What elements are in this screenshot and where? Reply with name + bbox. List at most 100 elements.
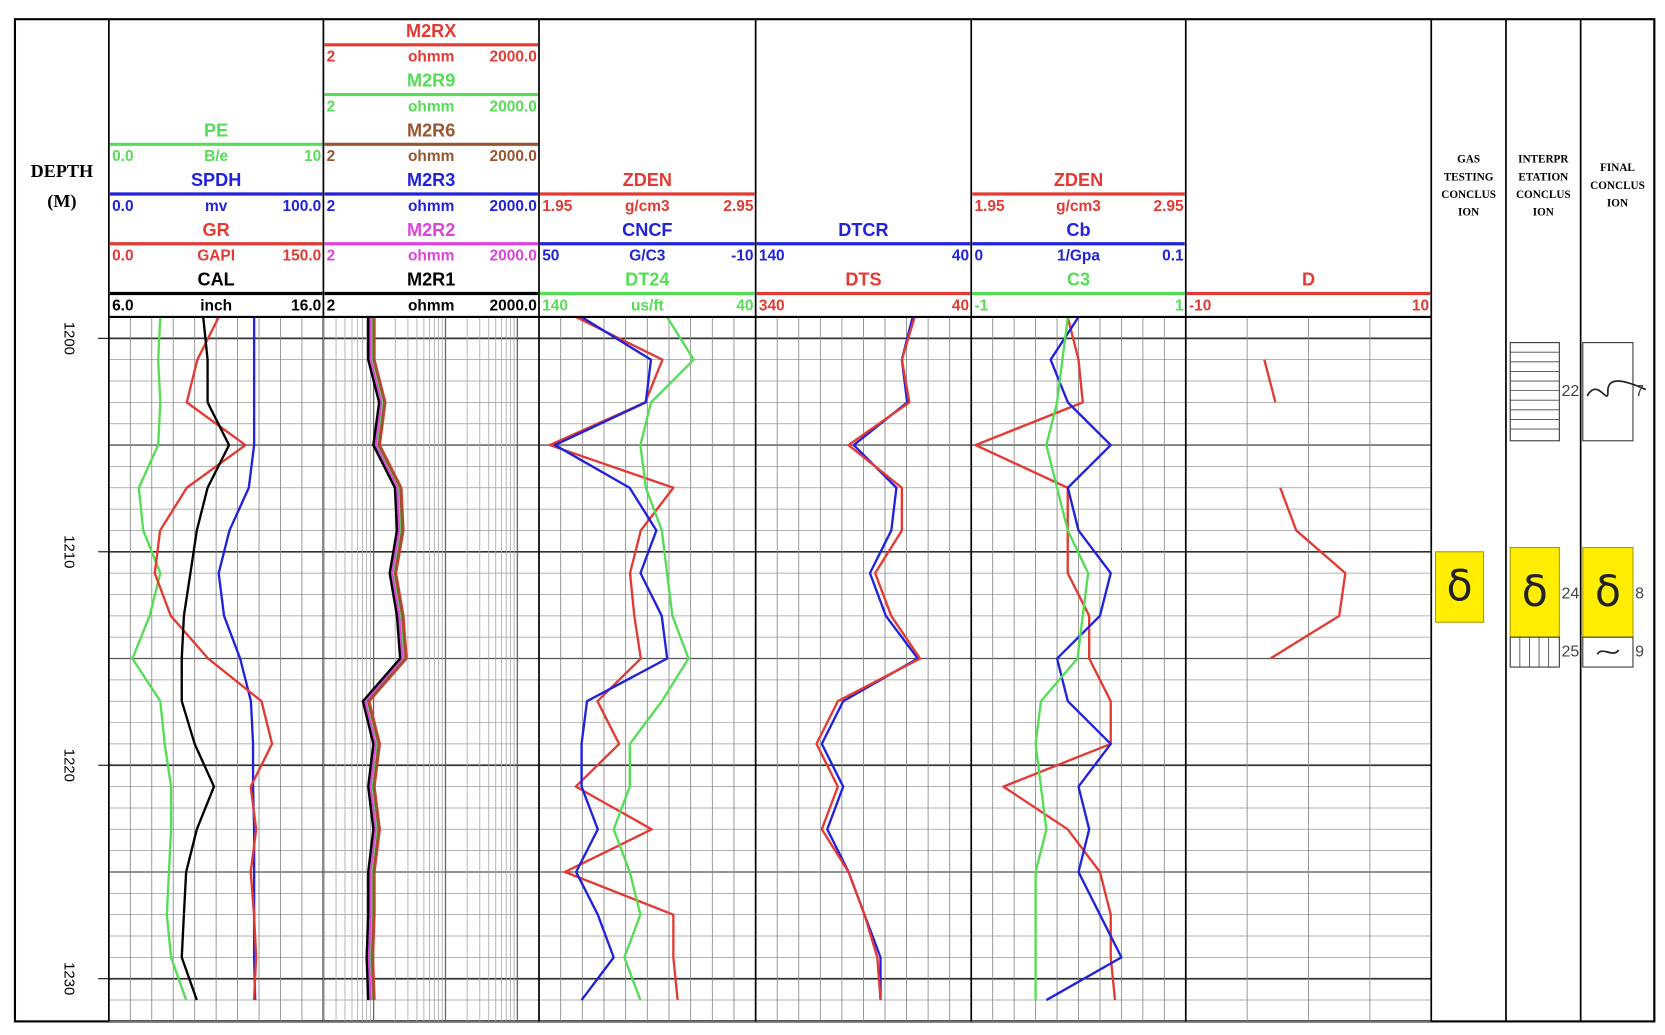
curve-scale-label: -1 xyxy=(974,297,988,314)
curve-unit: g/cm3 xyxy=(625,198,670,215)
curve-unit: GAPI xyxy=(197,248,235,265)
conclusion-header: FINAL xyxy=(1600,162,1635,174)
curve-scale-label: 2.95 xyxy=(723,198,754,215)
curve-scale-label: 1.95 xyxy=(542,198,573,215)
log-curve xyxy=(217,316,257,1001)
interval-label: 24 xyxy=(1561,586,1579,603)
curve-scale-label: 16.0 xyxy=(291,297,321,314)
conclusion-header: GAS xyxy=(1457,154,1480,166)
curve-scale-label: 2 xyxy=(327,148,336,165)
curve-unit: ohmm xyxy=(408,98,454,115)
curve-unit: g/cm3 xyxy=(1056,198,1101,215)
interval-label: 25 xyxy=(1561,643,1579,660)
curve-unit: mv xyxy=(205,198,228,215)
curve-name: DT24 xyxy=(625,269,669,289)
curve-name: M2R6 xyxy=(407,120,455,140)
curve-unit: ohmm xyxy=(408,49,454,66)
interval-box xyxy=(1509,636,1560,668)
conclusion-header: TESTING xyxy=(1444,171,1494,183)
curve-scale-label: 0.1 xyxy=(1162,248,1184,265)
depth-tick-label: 1230 xyxy=(60,962,77,995)
curve-scale-label: 50 xyxy=(542,248,559,265)
conclusion-header: ETATION xyxy=(1518,171,1568,183)
log-curve xyxy=(1263,359,1347,660)
curve-scale-label: 2 xyxy=(327,98,336,115)
curve-name: DTCR xyxy=(838,220,888,240)
conclusion-header: ION xyxy=(1458,206,1479,218)
curve-unit: ohmm xyxy=(408,248,454,265)
curve-name: SPDH xyxy=(191,170,241,190)
curve-scale-label: 2000.0 xyxy=(490,248,537,265)
conclusion-header: ION xyxy=(1607,197,1628,209)
curve-unit: us/ft xyxy=(631,297,664,314)
curve-name: CAL xyxy=(197,269,234,289)
curve-scale-label: 1.95 xyxy=(974,198,1005,215)
interval-box xyxy=(1509,342,1560,442)
conclusion-header: INTERPR xyxy=(1518,154,1569,166)
curve-name: Cb xyxy=(1066,220,1090,240)
curve-scale-label: 0.0 xyxy=(112,148,134,165)
curve-scale-label: 40 xyxy=(736,297,753,314)
curve-unit: G/C3 xyxy=(629,248,666,265)
depth-unit: (M) xyxy=(47,191,76,212)
curve-name: M2R3 xyxy=(407,170,455,190)
log-curve xyxy=(180,316,231,1001)
curve-scale-label: 10 xyxy=(1412,297,1429,314)
curve-scale-label: 140 xyxy=(542,297,568,314)
log-curve xyxy=(612,316,695,1001)
curve-name: PE xyxy=(204,120,228,140)
curve-name: ZDEN xyxy=(623,170,672,190)
frame xyxy=(13,18,1656,1023)
log-curve xyxy=(131,316,188,1001)
interval-label: 7 xyxy=(1635,383,1644,400)
curve-scale-label: 340 xyxy=(759,297,785,314)
log-curve xyxy=(553,316,669,1001)
conclusion-header: CONCLUS xyxy=(1441,189,1496,201)
interval-label: 9 xyxy=(1635,643,1644,660)
curve-name: DTS xyxy=(845,269,881,289)
log-curve xyxy=(153,316,274,1001)
curve-name: M2RX xyxy=(406,21,456,41)
curve-unit: inch xyxy=(200,297,232,314)
log-curve xyxy=(363,316,404,1001)
curve-scale-label: 2000.0 xyxy=(490,297,537,314)
log-curve xyxy=(1034,316,1090,1001)
interval-box xyxy=(1434,551,1485,623)
depth-tick-label: 1220 xyxy=(60,749,77,782)
curve-name: D xyxy=(1302,269,1315,289)
curve-scale-label: 0.0 xyxy=(112,248,134,265)
curve-name: C3 xyxy=(1067,269,1090,289)
curve-scale-label: 0.0 xyxy=(112,198,134,215)
conclusion-header: ION xyxy=(1533,206,1554,218)
depth-tick-label: 1210 xyxy=(60,535,77,568)
curve-scale-label: 2 xyxy=(327,248,336,265)
curve-scale-label: 40 xyxy=(952,248,969,265)
curve-name: M2R2 xyxy=(407,220,455,240)
curve-unit: ohmm xyxy=(408,297,454,314)
interval-symbol: δ xyxy=(1446,562,1472,612)
log-curve xyxy=(361,316,402,1001)
interval-symbol: δ xyxy=(1595,567,1621,617)
interval-label: 22 xyxy=(1561,383,1579,400)
curve-name: M2R9 xyxy=(407,71,455,91)
interval-label: 8 xyxy=(1635,586,1644,603)
curve-name: GR xyxy=(203,220,230,240)
curve-scale-label: 1 xyxy=(1175,297,1184,314)
curve-name: CNCF xyxy=(622,220,672,240)
curve-scale-label: 0 xyxy=(974,248,983,265)
conclusion-header: CONCLUS xyxy=(1516,189,1571,201)
log-curve xyxy=(1045,316,1123,1002)
curve-unit: 1/Gpa xyxy=(1057,248,1100,265)
curve-scale-label: 2.95 xyxy=(1154,198,1185,215)
wave-symbol xyxy=(1586,380,1647,397)
curve-scale-label: 10 xyxy=(304,148,321,165)
curve-unit: ohmm xyxy=(408,198,454,215)
curve-scale-label: 2 xyxy=(327,49,336,66)
curve-scale-label: 100.0 xyxy=(283,198,322,215)
curve-scale-label: 2 xyxy=(327,297,336,314)
curve-scale-label: 2 xyxy=(327,198,336,215)
log-curve xyxy=(974,316,1117,1001)
depth-tick-label: 1200 xyxy=(60,322,77,355)
log-curve xyxy=(815,316,922,1001)
